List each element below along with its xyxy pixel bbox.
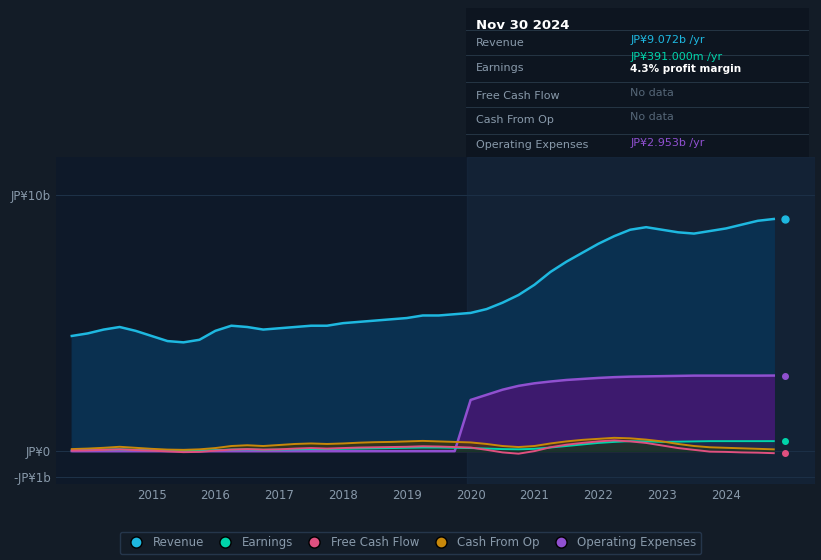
Text: Revenue: Revenue [476,38,525,48]
Text: Earnings: Earnings [476,63,525,73]
Text: Cash From Op: Cash From Op [476,114,553,124]
Text: No data: No data [631,112,674,122]
Text: JP¥9.072b /yr: JP¥9.072b /yr [631,35,704,45]
Text: 4.3% profit margin: 4.3% profit margin [631,64,741,74]
Text: No data: No data [631,88,674,98]
Text: Free Cash Flow: Free Cash Flow [476,91,559,101]
Bar [467,157,815,484]
Text: JP¥391.000m /yr: JP¥391.000m /yr [631,52,722,62]
Text: Operating Expenses: Operating Expenses [476,141,588,151]
Legend: Revenue, Earnings, Free Cash Flow, Cash From Op, Operating Expenses: Revenue, Earnings, Free Cash Flow, Cash … [120,531,701,554]
Text: Nov 30 2024: Nov 30 2024 [476,19,569,32]
Text: JP¥2.953b /yr: JP¥2.953b /yr [631,138,704,148]
